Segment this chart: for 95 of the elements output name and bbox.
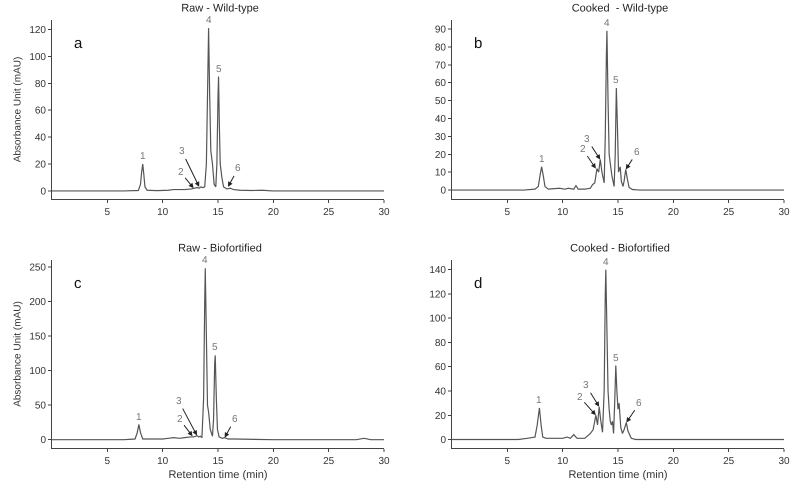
y-tick-label: 0 bbox=[40, 435, 46, 446]
annotation: 4 bbox=[206, 15, 212, 26]
y-tick-label: 40 bbox=[434, 114, 446, 125]
x-axis-title: Retention time (min) bbox=[168, 469, 268, 482]
y-tick-label: 60 bbox=[34, 106, 46, 117]
x-tick-label: 15 bbox=[612, 207, 624, 218]
annotation: 4 bbox=[603, 257, 609, 268]
annotation: 1 bbox=[140, 151, 146, 162]
annotation: 1 bbox=[536, 395, 542, 406]
annotation: 4 bbox=[202, 255, 208, 266]
annotation: 6 bbox=[634, 147, 640, 158]
y-tick-label: 40 bbox=[434, 386, 446, 398]
annotation: 3 bbox=[584, 134, 590, 145]
annotation: 3 bbox=[583, 380, 589, 391]
y-tick-label: 60 bbox=[434, 362, 446, 374]
y-tick-label: 80 bbox=[434, 338, 446, 349]
y-tick-label: 0 bbox=[440, 186, 446, 197]
x-tick-label: 15 bbox=[212, 207, 224, 218]
x-tick-label: 10 bbox=[157, 207, 169, 218]
line-series bbox=[452, 269, 784, 440]
y-axis-title: Absorbance Unit (mAU) bbox=[12, 301, 24, 407]
line-series bbox=[452, 30, 784, 191]
x-tick-label: 5 bbox=[504, 207, 511, 218]
annotation: 5 bbox=[613, 353, 619, 364]
x-tick-label: 10 bbox=[557, 207, 569, 218]
x-tick-label: 25 bbox=[723, 207, 735, 218]
annotation: 4 bbox=[604, 18, 610, 29]
x-tick-label: 25 bbox=[723, 456, 735, 467]
line-series bbox=[52, 27, 384, 192]
y-axis-title: Absorbance Unit (mAU) bbox=[12, 56, 24, 162]
y-tick-label: 20 bbox=[34, 160, 46, 171]
annotation: 2 bbox=[580, 144, 586, 155]
y-tick-label: 10 bbox=[434, 168, 446, 179]
y-tick-label: 100 bbox=[29, 52, 46, 63]
annotation: a bbox=[74, 35, 83, 52]
x-axis-title: Retention time (min) bbox=[568, 469, 668, 482]
y-tick-label: 50 bbox=[434, 96, 446, 108]
y-tick-label: 30 bbox=[434, 132, 446, 143]
y-tick-label: 0 bbox=[40, 186, 46, 198]
x-tick-label: 30 bbox=[378, 207, 390, 218]
y-tick-label: 50 bbox=[34, 400, 46, 412]
y-tick-label: 100 bbox=[429, 314, 446, 325]
chart-title: Cooked - Biofortified bbox=[570, 242, 670, 254]
x-tick-label: 30 bbox=[778, 456, 790, 467]
annotation: c bbox=[74, 275, 82, 292]
x-tick-label: 20 bbox=[268, 456, 280, 467]
y-tick-label: 40 bbox=[34, 132, 46, 144]
annotation: d bbox=[474, 275, 482, 292]
x-tick-label: 20 bbox=[268, 207, 280, 218]
x-tick-label: 20 bbox=[668, 456, 680, 467]
y-tick-label: 90 bbox=[434, 24, 446, 36]
y-tick-label: 200 bbox=[29, 296, 46, 308]
y-tick-label: 140 bbox=[429, 265, 446, 276]
annotation: 5 bbox=[216, 64, 222, 75]
annotation: 2 bbox=[577, 392, 583, 403]
y-tick-label: 150 bbox=[29, 332, 46, 343]
y-tick-label: 100 bbox=[29, 366, 46, 378]
y-tick-label: 70 bbox=[434, 60, 446, 72]
y-tick-label: 120 bbox=[429, 289, 446, 300]
y-tick-label: 20 bbox=[434, 150, 446, 161]
annotation: 3 bbox=[179, 146, 185, 157]
annotation: 3 bbox=[176, 396, 182, 407]
annotation: 6 bbox=[636, 398, 642, 409]
annotation: 6 bbox=[232, 414, 238, 425]
chart-title: Raw - Biofortified bbox=[178, 242, 262, 254]
x-tick-label: 20 bbox=[668, 207, 680, 218]
annotation: 2 bbox=[178, 167, 184, 178]
x-tick-label: 10 bbox=[557, 456, 569, 467]
annotation: 5 bbox=[613, 75, 619, 86]
y-tick-label: 20 bbox=[434, 410, 446, 422]
x-tick-label: 5 bbox=[504, 456, 511, 467]
chart-title: Raw - Wild-type bbox=[181, 2, 259, 14]
y-tick-label: 80 bbox=[434, 42, 446, 54]
x-tick-label: 5 bbox=[104, 207, 111, 218]
x-tick-label: 5 bbox=[104, 456, 111, 467]
y-tick-label: 60 bbox=[434, 78, 446, 90]
x-tick-label: 15 bbox=[612, 456, 624, 467]
annotation: 1 bbox=[539, 154, 545, 165]
x-tick-label: 30 bbox=[378, 456, 390, 467]
annotation: 2 bbox=[177, 414, 183, 425]
annotation: 1 bbox=[136, 412, 142, 423]
y-tick-label: 120 bbox=[29, 24, 46, 36]
x-tick-label: 30 bbox=[778, 207, 790, 218]
x-tick-label: 25 bbox=[323, 207, 335, 218]
y-tick-label: 0 bbox=[440, 435, 446, 446]
line-series bbox=[52, 268, 384, 440]
y-tick-label: 250 bbox=[29, 262, 46, 274]
y-tick-label: 80 bbox=[34, 78, 46, 90]
x-tick-label: 10 bbox=[157, 456, 169, 467]
chart-title: Cooked - Wild-type bbox=[572, 2, 668, 14]
annotation: 5 bbox=[212, 342, 218, 353]
x-tick-label: 25 bbox=[323, 456, 335, 467]
annotation: 6 bbox=[235, 163, 241, 174]
annotation: b bbox=[474, 35, 482, 52]
x-tick-label: 15 bbox=[212, 456, 224, 467]
